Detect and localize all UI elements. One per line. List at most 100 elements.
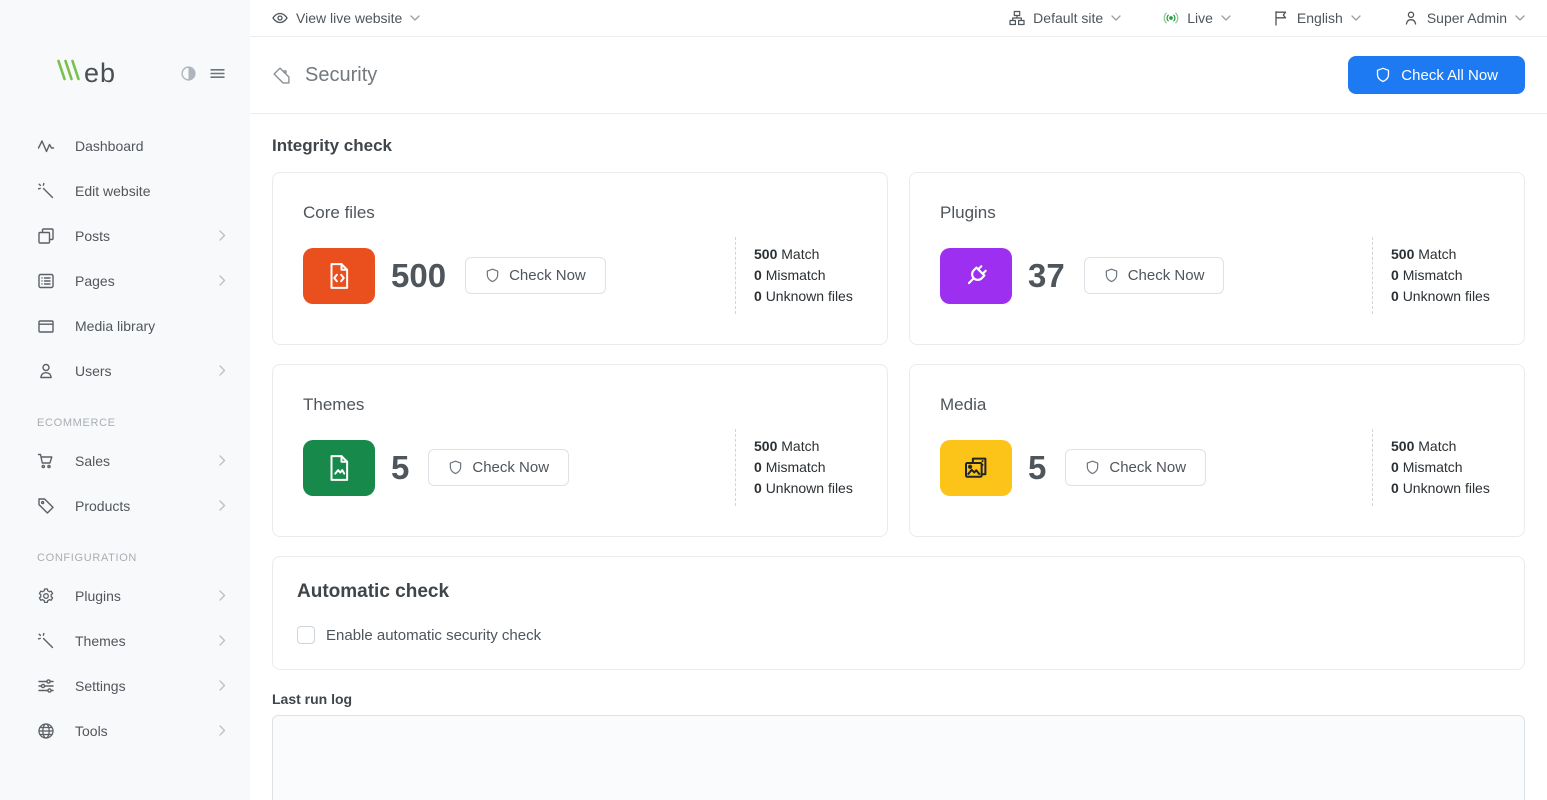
enable-automatic-check-label[interactable]: Enable automatic security check — [326, 626, 542, 644]
sidebar-item-settings[interactable]: Settings — [0, 663, 250, 708]
check-all-now-button[interactable]: Check All Now — [1348, 56, 1525, 94]
user-menu-dropdown[interactable]: Super Admin — [1403, 10, 1525, 26]
site-selector-dropdown[interactable]: Default site — [1009, 10, 1121, 26]
dark-mode-toggle-icon[interactable] — [180, 65, 197, 82]
stat-unknown-files: 0 Unknown files — [1391, 288, 1490, 304]
chevron-down-icon — [1351, 15, 1361, 21]
sidebar-item-media-library[interactable]: Media library — [0, 303, 250, 348]
media-image-icon — [965, 457, 987, 478]
card-core-files: Core files 500 Check Now 500 Match 0 Mis… — [272, 172, 888, 345]
last-run-log-textarea[interactable] — [272, 715, 1525, 800]
sidebar-item-label: Media library — [75, 317, 156, 334]
live-status-dropdown[interactable]: Live — [1163, 10, 1231, 26]
view-live-website-label: View live website — [296, 10, 403, 26]
sidebar-item-dashboard[interactable]: Dashboard — [0, 123, 250, 168]
plugins-icon-box — [940, 247, 1012, 304]
media-icon-box — [940, 439, 1012, 496]
integrity-check-heading: Integrity check — [272, 136, 392, 155]
plugins-check-now-button[interactable]: Check Now — [1083, 257, 1225, 294]
user-icon — [1405, 11, 1417, 25]
stat-unknown-files: 0 Unknown files — [1391, 480, 1490, 496]
sidebar-item-label: Settings — [75, 677, 126, 694]
globe-icon — [38, 722, 54, 739]
themes-check-now-button[interactable]: Check Now — [428, 449, 570, 486]
enable-automatic-check-checkbox[interactable] — [297, 626, 315, 644]
page-header: Security Check All Now — [250, 37, 1547, 114]
chevron-right-icon — [219, 500, 226, 511]
activity-icon — [37, 139, 55, 152]
core-files-check-now-button[interactable]: Check Now — [465, 257, 606, 294]
sidebar-item-label: Dashboard — [75, 137, 144, 154]
gear-icon — [38, 587, 54, 603]
file-image-icon — [330, 454, 349, 481]
sidebar-item-sales[interactable]: Sales — [0, 438, 250, 483]
card-title: Media — [940, 395, 987, 414]
chevron-right-icon — [219, 455, 226, 466]
list-box-icon — [38, 273, 54, 288]
media-count: 5 — [1028, 448, 1047, 486]
chevron-right-icon — [219, 635, 226, 646]
plugins-count: 37 — [1028, 256, 1065, 294]
magic-wand-icon — [37, 632, 54, 648]
chevron-right-icon — [219, 230, 226, 241]
magic-wand-icon — [37, 182, 54, 198]
app-logo[interactable]: eb — [56, 58, 116, 89]
user-menu-label: Super Admin — [1426, 10, 1507, 26]
sidebar-item-label: Users — [75, 362, 112, 379]
sidebar-section-ecommerce: ECOMMERCE — [37, 417, 116, 429]
chevron-right-icon — [219, 680, 226, 691]
sidebar-section-configuration: CONFIGURATION — [37, 552, 138, 564]
stat-unknown-files: 0 Unknown files — [754, 288, 853, 304]
sidebar-item-label: Sales — [75, 452, 111, 469]
sidebar-item-users[interactable]: Users — [0, 348, 250, 393]
media-stats: 500 Match 0 Mismatch 0 Unknown files — [1372, 429, 1494, 506]
sidebar-item-label: Pages — [75, 272, 115, 289]
tag-icon — [273, 66, 290, 84]
shield-icon — [1105, 268, 1117, 283]
sidebar-item-themes[interactable]: Themes — [0, 618, 250, 663]
stat-mismatch: 0 Mismatch — [754, 459, 826, 475]
sidebar-item-tools[interactable]: Tools — [0, 708, 250, 753]
themes-stats: 500 Match 0 Mismatch 0 Unknown files — [735, 429, 857, 506]
shield-icon — [450, 460, 462, 475]
stat-match: 500 Match — [1391, 246, 1457, 262]
view-live-website-dropdown[interactable]: View live website — [272, 10, 421, 26]
tag-icon — [38, 497, 54, 514]
sidebar-item-posts[interactable]: Posts — [0, 213, 250, 258]
language-dropdown[interactable]: English — [1273, 10, 1361, 26]
sidebar-item-label: Themes — [75, 632, 126, 649]
sidebar-item-products[interactable]: Products — [0, 483, 250, 528]
sidebar-item-pages[interactable]: Pages — [0, 258, 250, 303]
sidebar-item-edit-website[interactable]: Edit website — [0, 168, 250, 213]
file-code-icon — [330, 262, 349, 289]
eye-icon — [272, 12, 288, 24]
sliders-icon — [38, 678, 54, 693]
sidebar-item-label: Products — [75, 497, 131, 514]
flag-icon — [1275, 11, 1287, 26]
main-content: Integrity check Core files 500 Check Now — [250, 114, 1547, 800]
sidebar-item-label: Posts — [75, 227, 111, 244]
plug-icon — [967, 264, 987, 284]
logo-row: eb — [56, 58, 226, 89]
stat-unknown-files: 0 Unknown files — [754, 480, 853, 496]
check-all-now-label: Check All Now — [1401, 66, 1498, 84]
shield-icon — [486, 268, 499, 283]
stat-mismatch: 0 Mismatch — [754, 267, 826, 283]
chevron-right-icon — [219, 590, 226, 601]
menu-collapse-icon[interactable] — [209, 65, 226, 82]
sidebar-item-plugins[interactable]: Plugins — [0, 573, 250, 618]
automatic-check-panel: Automatic check Enable automatic securit… — [272, 556, 1525, 670]
card-title: Core files — [303, 203, 375, 222]
live-signal-icon — [1163, 12, 1179, 24]
media-check-now-button[interactable]: Check Now — [1065, 449, 1207, 486]
stat-match: 500 Match — [754, 438, 820, 454]
logo-slashes-icon — [57, 59, 80, 81]
integrity-cards-grid: Core files 500 Check Now 500 Match 0 Mis… — [272, 172, 1525, 537]
chevron-down-icon — [410, 15, 421, 21]
sidebar-item-label: Edit website — [75, 182, 151, 199]
topbar: View live website Default site Live — [250, 0, 1547, 37]
card-plugins: Plugins 37 Check Now — [909, 172, 1525, 345]
stat-mismatch: 0 Mismatch — [1391, 267, 1463, 283]
cart-icon — [37, 453, 53, 468]
card-themes: Themes 5 Check Now 500 Match 0 Mismatch … — [272, 364, 888, 537]
